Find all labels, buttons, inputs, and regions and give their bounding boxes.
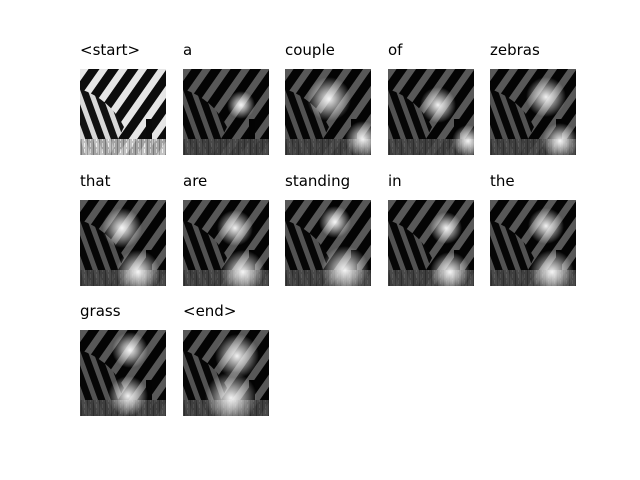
caption-word: zebras [490, 39, 544, 61]
attention-spot [102, 208, 142, 248]
caption-word: a [183, 39, 197, 61]
attention-spot [530, 250, 574, 286]
attention-spot [112, 332, 148, 368]
attention-map [285, 200, 371, 286]
token-cell: grass [80, 300, 166, 416]
caption-word: grass [80, 300, 125, 322]
attention-spot [217, 210, 253, 246]
attention-map [285, 69, 371, 155]
attention-spot [528, 208, 564, 244]
caption-word: in [388, 170, 406, 192]
attention-spot [307, 77, 351, 121]
attention-spot [345, 121, 371, 155]
attention-map [490, 69, 576, 155]
attention-map [183, 330, 269, 416]
attention-map [80, 200, 166, 286]
attention-spot [205, 372, 257, 416]
token-cell: a [183, 39, 269, 155]
caption-word: couple [285, 39, 339, 61]
token-cell: <end> [183, 300, 269, 416]
attention-spot [108, 376, 148, 416]
token-cell: <start> [80, 39, 166, 155]
attention-spot [215, 334, 259, 378]
token-cell: are [183, 170, 269, 286]
attention-map [183, 69, 269, 155]
attention-map [490, 200, 576, 286]
attention-spot [420, 87, 456, 123]
attention-spot [430, 212, 462, 244]
attention-spot [227, 91, 255, 119]
attention-spot [452, 125, 474, 155]
caption-word: standing [285, 170, 355, 192]
token-cell: couple [285, 39, 371, 155]
attention-spot [526, 77, 566, 117]
attention-spot [542, 123, 576, 155]
caption-word: <end> [183, 300, 241, 322]
caption-word: the [490, 170, 519, 192]
token-cell: of [388, 39, 474, 155]
token-cell: in [388, 170, 474, 286]
attention-map [80, 330, 166, 416]
caption-word: <start> [80, 39, 145, 61]
token-cell: the [490, 170, 576, 286]
attention-spot [321, 246, 369, 286]
original-image [80, 69, 166, 155]
token-cell: that [80, 170, 166, 286]
attention-spot [430, 252, 470, 286]
caption-word: are [183, 170, 212, 192]
caption-word: of [388, 39, 407, 61]
attention-map [183, 200, 269, 286]
attention-map [388, 200, 474, 286]
attention-spot [221, 250, 265, 286]
token-cell: standing [285, 170, 371, 286]
attention-map [388, 69, 474, 155]
attention-spot [319, 206, 351, 238]
caption-word: that [80, 170, 115, 192]
token-cell: zebras [490, 39, 576, 155]
attention-spot [116, 250, 160, 286]
